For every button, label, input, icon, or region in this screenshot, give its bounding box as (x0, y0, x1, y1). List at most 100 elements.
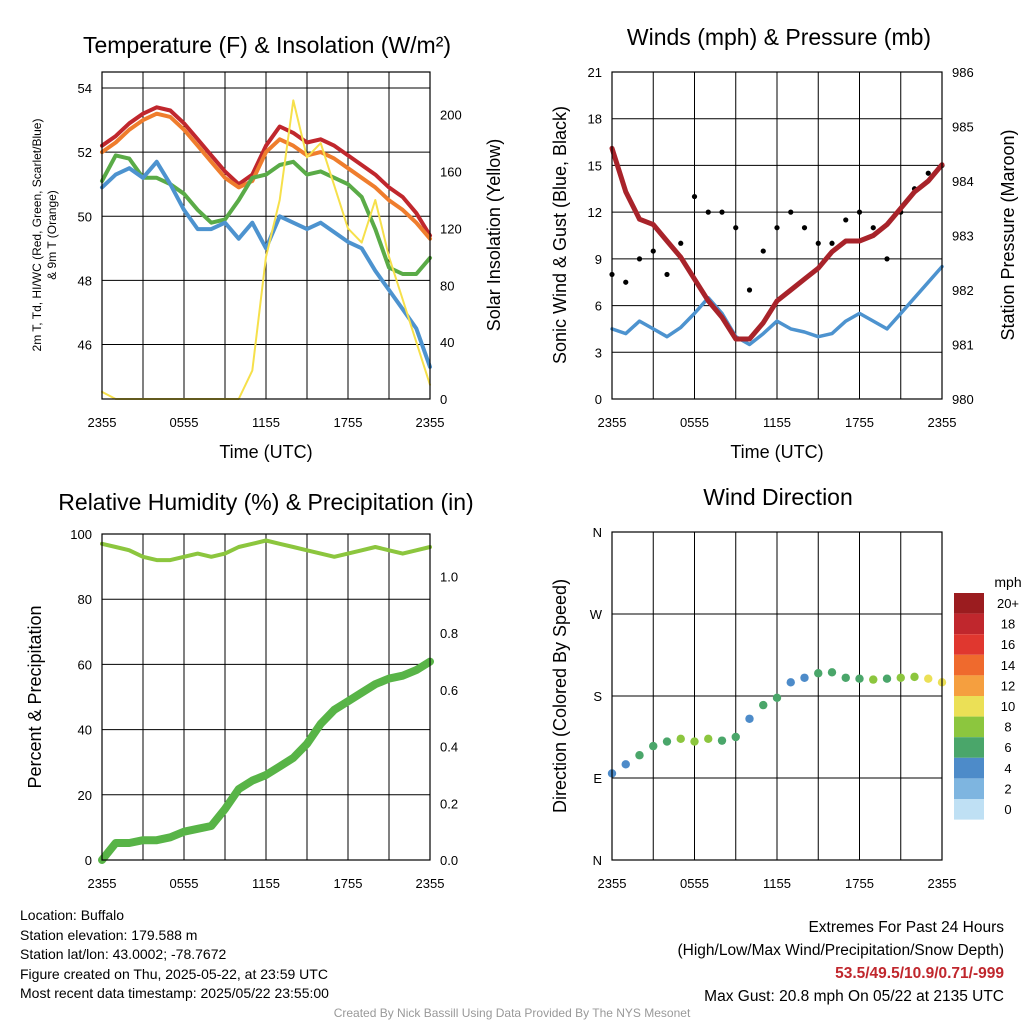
legend-color-box (954, 593, 984, 614)
insolation-y-ticks: 0 40 80 120 160 200 (440, 108, 462, 407)
sonic-wind-line (610, 264, 944, 347)
direction-y-label: Direction (Colored By Speed) (550, 579, 570, 813)
blue-series-line (100, 159, 432, 369)
precip-y-tick-label: 0.4 (440, 740, 458, 755)
station-location: Location: Buffalo (20, 907, 125, 923)
x-tick-label: 2355 (88, 415, 117, 430)
insolation-y-tick-label: 160 (440, 165, 462, 180)
direction-point (800, 673, 809, 682)
gust-point (650, 248, 656, 254)
x-tick-label: 1155 (252, 876, 280, 891)
percent-y-tick-label: 100 (70, 527, 92, 542)
extremes-title: Extremes For Past 24 Hours (808, 919, 1004, 936)
direction-point (827, 668, 837, 677)
winds-x-label: Time (UTC) (730, 442, 823, 462)
wind-y-tick-label: 15 (588, 158, 602, 173)
temperature-y-tick-label: 52 (78, 145, 92, 160)
gust-point (691, 193, 698, 200)
direction-point (704, 734, 713, 744)
legend-label: 2 (1004, 781, 1011, 796)
wind-y-tick-label: 18 (588, 112, 602, 127)
legend-color-box (954, 675, 984, 696)
x-tick-label: 1755 (334, 876, 363, 891)
pressure-y-tick-label: 984 (952, 174, 974, 189)
orange-series-line (100, 111, 432, 241)
precip-y-ticks: 0.0 0.2 0.4 0.6 0.8 1.0 (440, 570, 458, 868)
gust-point (719, 209, 725, 215)
pressure-line (609, 145, 945, 342)
gust-point (884, 256, 890, 262)
direction-point (676, 734, 685, 744)
x-tick-label: 1755 (845, 415, 874, 430)
direction-point (649, 741, 658, 751)
direction-y-tick-label: N (593, 853, 602, 868)
legend-label: 8 (1004, 720, 1011, 735)
gust-point (705, 209, 711, 215)
direction-point (759, 700, 768, 710)
extremes-box: Extremes For Past 24 Hours (High/Low/Max… (678, 916, 1005, 1008)
direction-y-tick-label: S (593, 689, 602, 704)
precip-y-tick-label: 1.0 (440, 570, 458, 585)
legend-label: 6 (1004, 740, 1011, 755)
legend-label: 12 (1001, 678, 1015, 693)
temperature-grid (101, 72, 431, 399)
wind-y-tick-label: 3 (595, 345, 602, 360)
x-tick-label: 1155 (252, 415, 280, 430)
legend-color-box (954, 716, 984, 738)
direction-point (924, 674, 933, 683)
legend-color-box (954, 654, 984, 676)
gust-point (678, 240, 684, 246)
x-tick-label: 0555 (170, 876, 199, 891)
pressure-y-tick-label: 981 (952, 338, 974, 353)
legend-label: 10 (1001, 699, 1015, 714)
gust-point (815, 240, 821, 246)
pressure-y-tick-label: 980 (952, 392, 974, 407)
pressure-y-ticks: 980 981 982 983 984 985 986 (952, 65, 974, 407)
pressure-y-tick-label: 983 (952, 229, 974, 244)
temperature-x-label: Time (UTC) (219, 442, 312, 462)
gust-point (843, 217, 849, 223)
gust-point (829, 240, 835, 246)
credit-line: Created By Nick Bassill Using Data Provi… (333, 1006, 691, 1020)
direction-point (621, 760, 630, 769)
direction-point (882, 674, 892, 683)
x-tick-label: 1755 (845, 876, 874, 891)
precip-y-tick-label: 0.2 (440, 796, 458, 811)
gust-point (856, 209, 863, 215)
pressure-y-tick-label: 982 (952, 283, 974, 298)
wind-y-tick-label: 12 (588, 205, 602, 220)
percent-y-tick-label: 80 (78, 592, 92, 607)
direction-point (662, 737, 672, 746)
rh-line (100, 538, 432, 563)
humidity-y-label: Percent & Precipitation (25, 605, 45, 788)
figure-created: Figure created on Thu, 2025-05-22, at 23… (20, 965, 328, 982)
legend-label: 14 (1001, 658, 1015, 673)
direction-title: Wind Direction (703, 484, 853, 510)
temperature-y-tick-label: 46 (78, 338, 92, 353)
gust-point (636, 256, 643, 262)
insolation-y-tick-label: 0 (440, 392, 447, 407)
direction-y-ticks: N E S W N (590, 525, 603, 868)
x-tick-label: 2355 (928, 876, 957, 891)
humidity-series (98, 538, 434, 864)
wind-y-tick-label: 9 (595, 252, 602, 267)
gust-point (801, 225, 808, 231)
humidity-panel: Relative Humidity (%) & Precipitation (i… (25, 489, 474, 891)
legend-color-box (954, 634, 984, 655)
x-tick-label: 2355 (416, 876, 445, 891)
humidity-plot-frame (101, 533, 431, 861)
gust-point (664, 271, 670, 278)
direction-point (910, 672, 919, 682)
legend-label: 4 (1004, 761, 1011, 776)
legend-label: 16 (1001, 637, 1015, 652)
legend-color-box (954, 799, 984, 820)
legend-color-box (954, 737, 984, 758)
winds-panel: Winds (mph) & Pressure (mb) 0 3 6 9 12 15 18 21… (550, 24, 1018, 462)
station-info: Location: Buffalo Station elevation: 179… (20, 906, 329, 1004)
humidity-title: Relative Humidity (%) & Precipitation (i… (58, 489, 473, 515)
gust-point (925, 170, 931, 176)
direction-point (635, 751, 644, 760)
wind-y-tick-label: 21 (588, 65, 602, 80)
percent-y-tick-label: 40 (78, 723, 92, 738)
